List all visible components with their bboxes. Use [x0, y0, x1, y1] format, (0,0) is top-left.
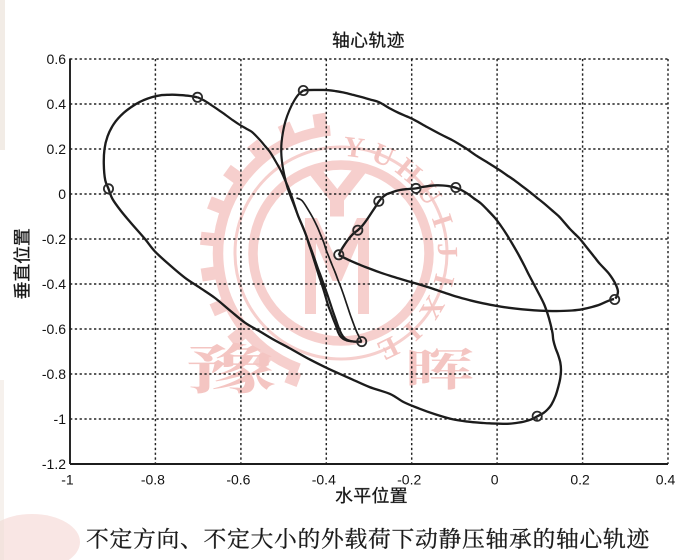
- svg-text:0.2: 0.2: [570, 472, 590, 488]
- svg-text:0: 0: [58, 186, 66, 202]
- svg-text:-0.6: -0.6: [42, 321, 66, 337]
- svg-text:0.2: 0.2: [47, 141, 67, 157]
- svg-text:-1.2: -1.2: [42, 456, 66, 472]
- svg-text:-1: -1: [54, 411, 67, 427]
- svg-text:-0.6: -0.6: [226, 472, 250, 488]
- svg-text:0.6: 0.6: [47, 51, 67, 67]
- svg-text:-1: -1: [61, 472, 74, 488]
- svg-text:-0.8: -0.8: [42, 366, 66, 382]
- svg-text:0: 0: [491, 472, 499, 488]
- svg-text:-0.2: -0.2: [42, 231, 66, 247]
- svg-text:-0.8: -0.8: [141, 472, 165, 488]
- svg-text:0.4: 0.4: [47, 96, 67, 112]
- svg-text:-0.2: -0.2: [397, 472, 421, 488]
- svg-text:Y: Y: [342, 131, 367, 165]
- svg-text:-0.4: -0.4: [42, 276, 66, 292]
- svg-text:J: J: [431, 243, 463, 258]
- svg-text:-0.4: -0.4: [312, 472, 336, 488]
- svg-text:0.4: 0.4: [656, 472, 676, 488]
